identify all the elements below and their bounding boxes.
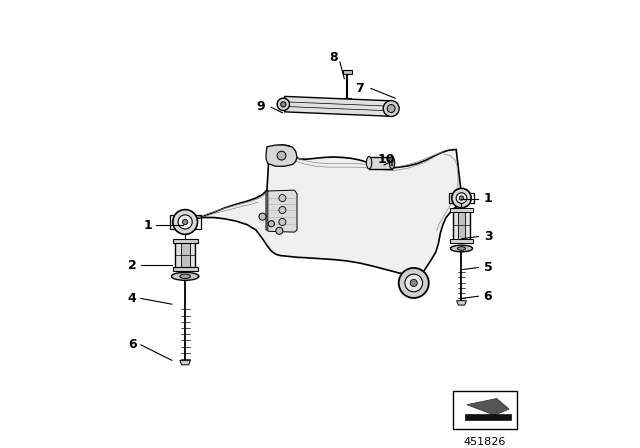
Circle shape <box>277 151 286 160</box>
Ellipse shape <box>451 245 472 252</box>
Polygon shape <box>180 360 191 365</box>
Circle shape <box>452 188 471 208</box>
Ellipse shape <box>367 156 372 169</box>
Circle shape <box>276 227 283 234</box>
Ellipse shape <box>391 159 393 166</box>
Circle shape <box>173 210 198 234</box>
Circle shape <box>410 280 417 287</box>
Polygon shape <box>458 212 465 239</box>
Polygon shape <box>456 301 467 305</box>
Text: 9: 9 <box>256 99 264 112</box>
Circle shape <box>279 219 286 225</box>
Text: 8: 8 <box>329 51 337 64</box>
Circle shape <box>277 98 289 111</box>
Circle shape <box>279 194 286 202</box>
Circle shape <box>383 101 399 116</box>
Circle shape <box>460 196 464 200</box>
Polygon shape <box>175 241 195 269</box>
Text: 7: 7 <box>355 82 364 95</box>
Polygon shape <box>451 208 472 212</box>
Text: 4: 4 <box>128 292 136 305</box>
Ellipse shape <box>180 274 191 279</box>
Text: 10: 10 <box>378 153 395 166</box>
Polygon shape <box>452 210 470 241</box>
Polygon shape <box>173 267 198 271</box>
Polygon shape <box>183 145 461 297</box>
Text: 3: 3 <box>484 230 492 243</box>
Circle shape <box>279 207 286 214</box>
Text: 2: 2 <box>128 259 136 272</box>
Polygon shape <box>451 239 472 243</box>
Text: 6: 6 <box>484 290 492 303</box>
Polygon shape <box>465 414 511 420</box>
Text: 451826: 451826 <box>463 437 506 447</box>
Ellipse shape <box>389 156 395 169</box>
Text: 1: 1 <box>143 219 152 232</box>
Polygon shape <box>266 191 275 230</box>
Circle shape <box>399 268 429 298</box>
Polygon shape <box>342 70 352 74</box>
Circle shape <box>268 220 275 227</box>
Polygon shape <box>369 156 392 169</box>
Ellipse shape <box>172 272 199 280</box>
Circle shape <box>456 193 467 203</box>
Circle shape <box>178 215 192 229</box>
Text: 5: 5 <box>484 261 492 274</box>
Circle shape <box>281 102 286 107</box>
Text: 6: 6 <box>128 338 136 351</box>
Text: 1: 1 <box>484 193 492 206</box>
Polygon shape <box>173 239 198 243</box>
Polygon shape <box>180 243 189 267</box>
Ellipse shape <box>458 247 465 250</box>
Circle shape <box>387 104 395 112</box>
Polygon shape <box>266 145 297 166</box>
Circle shape <box>259 213 266 220</box>
Polygon shape <box>268 190 297 232</box>
Polygon shape <box>467 398 509 415</box>
Polygon shape <box>276 192 282 225</box>
Polygon shape <box>285 96 391 116</box>
Circle shape <box>182 220 188 224</box>
Circle shape <box>405 274 422 292</box>
